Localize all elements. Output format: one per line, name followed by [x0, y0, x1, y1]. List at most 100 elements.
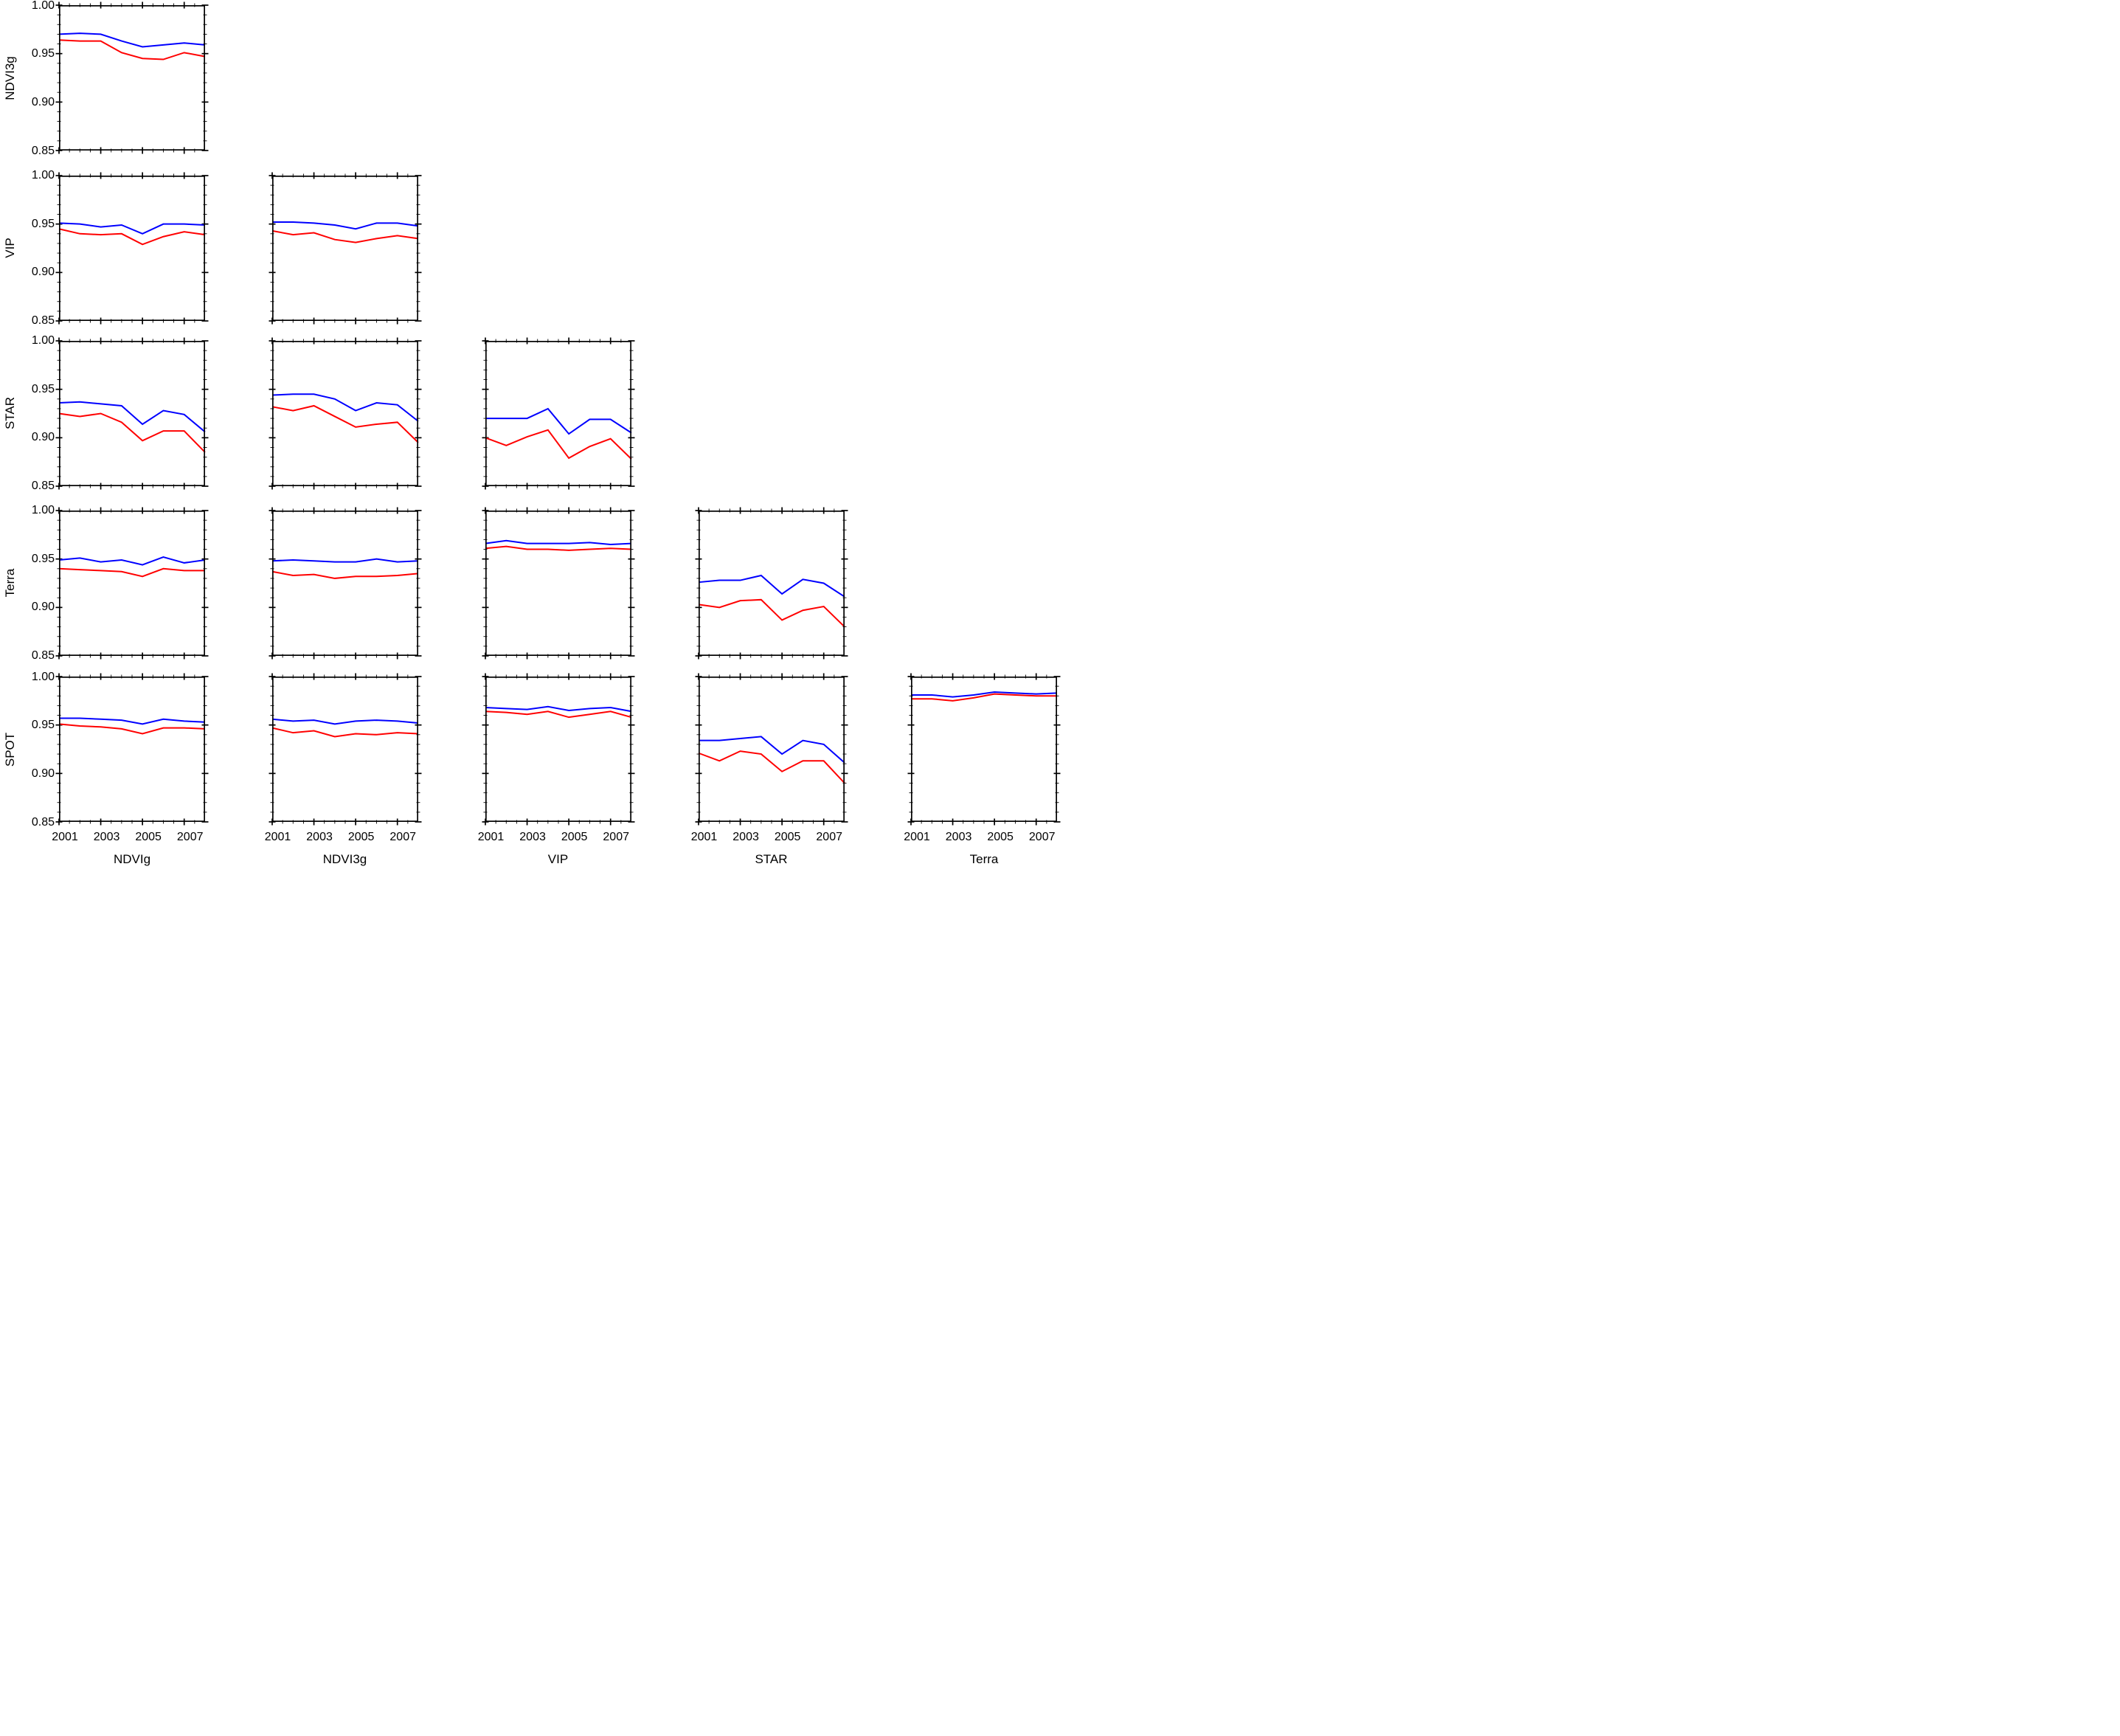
y-tick-label: 1.00 — [31, 334, 55, 347]
y-tick-label: 0.85 — [31, 480, 55, 492]
series-line-blue — [58, 556, 206, 566]
series-line-blue — [485, 407, 632, 435]
plot-frame — [911, 677, 1058, 823]
y-tick-label: 0.95 — [31, 552, 55, 565]
x-tick-label: 2005 — [347, 831, 375, 843]
row-label-SPOT: SPOT — [3, 732, 17, 767]
series-line-red — [58, 723, 206, 735]
plot-frame — [485, 510, 631, 656]
x-tick-label: 2005 — [135, 831, 162, 843]
series-line-blue — [58, 32, 206, 48]
x-tick-label: 2005 — [774, 831, 801, 843]
y-tick-label: 0.90 — [31, 95, 55, 108]
panel-Terra-vs-NDVIg — [55, 507, 209, 659]
y-tick-label: 0.85 — [31, 815, 55, 829]
panel-SPOT-vs-VIP — [482, 673, 634, 826]
y-tick-label: 0.90 — [31, 266, 55, 279]
series-line-red — [271, 570, 418, 579]
y-tick-label: 0.85 — [31, 144, 55, 157]
x-tick-label: 2003 — [93, 831, 120, 843]
y-tick-label: 1.00 — [31, 504, 55, 516]
y-tick-label: 0.90 — [31, 431, 55, 444]
series-line-blue — [58, 401, 206, 432]
x-tick-label: 2007 — [176, 831, 204, 843]
row-label-NDVI3g: NDVI3g — [3, 55, 17, 100]
col-label-NDVIg: NDVIg — [113, 852, 151, 866]
y-tick-label: 0.85 — [31, 314, 55, 327]
x-tick-label: 2001 — [477, 831, 505, 843]
panel-VIP-vs-NDVIg — [55, 172, 209, 324]
x-tick-label: 2001 — [690, 831, 718, 843]
panel-STAR-vs-VIP — [482, 337, 634, 489]
panel-STAR-vs-NDVI3g — [269, 337, 421, 489]
plot-frame — [485, 340, 631, 486]
series-line-blue — [58, 221, 206, 235]
plot-frame — [59, 5, 206, 151]
series-line-red — [271, 727, 418, 738]
x-tick-label: 2003 — [306, 831, 333, 843]
series-line-blue — [911, 691, 1058, 698]
series-line-red — [271, 229, 418, 243]
y-tick-label: 0.90 — [31, 601, 55, 614]
series-line-red — [271, 404, 419, 443]
row-label-STAR: STAR — [3, 396, 17, 430]
panel-Terra-vs-VIP — [482, 507, 634, 659]
series-line-red — [485, 710, 631, 719]
col-label-Terra: Terra — [969, 852, 999, 866]
col-label-STAR: STAR — [755, 852, 788, 866]
panel-Terra-vs-STAR — [695, 507, 848, 659]
series-line-blue — [698, 736, 845, 764]
y-tick-label: 0.95 — [31, 382, 55, 395]
series-line-red — [58, 412, 206, 453]
plot-frame — [271, 677, 418, 823]
panel-SPOT-vs-STAR — [695, 673, 848, 826]
y-tick-label: 1.00 — [31, 0, 55, 12]
series-line-red — [485, 429, 632, 460]
series-line-blue — [485, 539, 631, 545]
x-tick-label: 2007 — [603, 831, 629, 843]
series-line-blue — [271, 392, 419, 422]
series-line-red — [58, 227, 206, 245]
plot-frame — [59, 175, 206, 321]
y-tick-label: 0.95 — [31, 47, 55, 60]
x-tick-label: 2003 — [732, 831, 759, 843]
plot-frame — [271, 340, 418, 486]
y-tick-label: 1.00 — [31, 169, 55, 181]
x-tick-label: 2007 — [389, 831, 416, 843]
y-tick-label: 0.95 — [31, 217, 55, 230]
x-tick-label: 2005 — [987, 831, 1014, 843]
col-label-VIP: VIP — [547, 852, 569, 866]
x-tick-label: 2001 — [264, 831, 291, 843]
series-line-blue — [698, 574, 845, 598]
y-tick-label: 0.90 — [31, 767, 55, 780]
series-line-blue — [485, 705, 631, 713]
plot-frame — [59, 510, 206, 656]
x-tick-label: 2001 — [52, 831, 78, 843]
series-line-red — [911, 693, 1057, 702]
col-label-NDVI3g: NDVI3g — [322, 852, 367, 866]
series-line-red — [58, 39, 206, 60]
panel-SPOT-vs-Terra — [907, 673, 1061, 826]
series-line-red — [698, 750, 845, 784]
series-line-blue — [59, 717, 206, 725]
x-tick-label: 2001 — [904, 831, 930, 843]
plot-frame — [271, 175, 418, 321]
panel-SPOT-vs-NDVI3g — [269, 673, 421, 826]
row-label-Terra: Terra — [3, 568, 17, 598]
plot-frame — [485, 677, 631, 823]
panel-NDVI3g-vs-NDVIg — [55, 1, 209, 154]
series-line-blue — [271, 558, 418, 563]
x-tick-label: 2003 — [519, 831, 546, 843]
series-line-blue — [271, 718, 418, 725]
series-line-red — [698, 598, 845, 627]
row-label-VIP: VIP — [3, 238, 17, 258]
series-line-blue — [271, 221, 418, 229]
series-line-red — [485, 545, 631, 551]
y-tick-label: 0.85 — [31, 649, 55, 662]
panel-SPOT-vs-NDVIg — [55, 673, 209, 826]
x-tick-label: 2007 — [1028, 831, 1056, 843]
ndvi-correlation-matrix-figure: 1.00 0.95 0.90 0.85 NDVI3g 1.00 0.95 0.90 0.85 VI… — [0, 0, 1061, 874]
y-tick-label: 1.00 — [31, 670, 55, 683]
plot-frame — [59, 340, 206, 486]
panel-STAR-vs-NDVIg — [55, 337, 209, 489]
